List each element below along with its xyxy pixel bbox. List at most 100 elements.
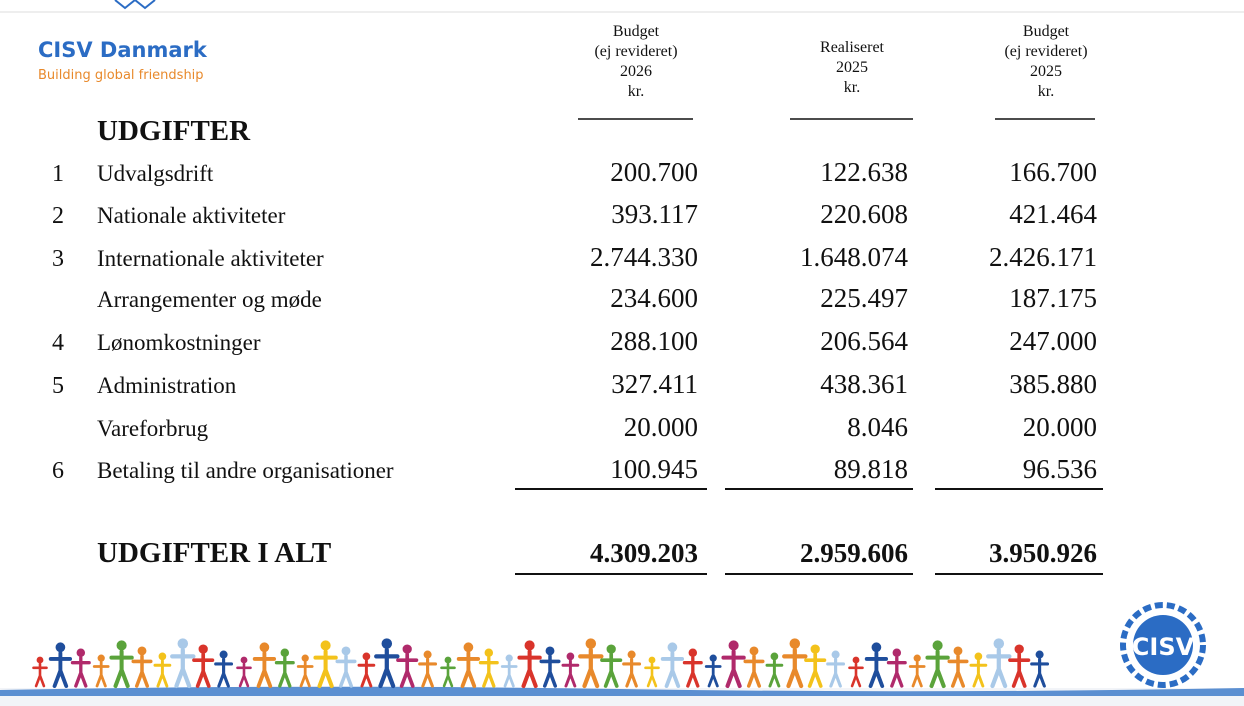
cell-value: 393.117: [611, 199, 698, 229]
row-label: Administration: [97, 373, 237, 398]
person-head: [853, 657, 859, 663]
person-body: [238, 664, 251, 686]
person-head: [77, 649, 84, 656]
person: [519, 641, 539, 686]
row-label: Vareforbrug: [97, 416, 209, 441]
person-head: [485, 649, 492, 656]
person-head: [382, 639, 392, 649]
person-head: [98, 655, 104, 661]
person-head: [178, 639, 188, 649]
person-head: [954, 647, 962, 655]
person-head: [424, 651, 431, 658]
person: [255, 643, 274, 686]
column-header: 2025: [836, 59, 868, 76]
person-head: [138, 647, 146, 655]
person-body: [155, 661, 170, 686]
person-body: [828, 659, 844, 686]
person-head: [403, 645, 411, 653]
person-head: [1036, 651, 1043, 658]
person-head: [994, 639, 1004, 649]
person-body: [988, 650, 1009, 686]
person: [420, 651, 436, 686]
person-head: [241, 657, 247, 663]
person: [684, 649, 701, 686]
cell-value: 20.000: [624, 412, 698, 442]
person-head: [586, 639, 596, 649]
cell-value: 288.100: [610, 326, 698, 356]
person-head: [933, 641, 942, 650]
person-head: [914, 655, 920, 661]
column-header: 2025: [1030, 63, 1062, 80]
row-number: 1: [52, 161, 64, 187]
person-head: [567, 653, 574, 660]
person-body: [1010, 655, 1028, 686]
person: [646, 657, 659, 686]
person: [828, 651, 844, 686]
person-head: [281, 649, 288, 656]
person: [988, 639, 1009, 686]
person: [315, 641, 335, 686]
person: [111, 641, 131, 686]
column-header: kr.: [844, 79, 860, 96]
person-head: [710, 655, 716, 661]
person-head: [445, 657, 451, 663]
total-label: UDGIFTER I ALT: [97, 537, 331, 569]
person: [276, 649, 293, 686]
person-body: [663, 653, 682, 686]
column-header: kr.: [628, 83, 644, 100]
person-body: [459, 653, 478, 686]
person-body: [563, 661, 578, 686]
person: [1032, 651, 1048, 686]
cell-value: 100.945: [610, 454, 698, 484]
tagline: Building global friendship: [38, 68, 204, 83]
person: [784, 639, 805, 686]
person: [376, 639, 397, 686]
row-number: 3: [52, 246, 64, 272]
person-head: [321, 641, 330, 650]
page: CISV Danmark Building global friendship …: [0, 0, 1244, 706]
column-header: 2026: [620, 63, 652, 80]
person-body: [784, 650, 805, 686]
person-body: [276, 658, 293, 686]
row-label: Betaling til andre organisationer: [97, 458, 394, 483]
section-title: UDGIFTER: [97, 115, 251, 147]
row-label: Internationale aktiviteter: [97, 246, 324, 271]
cell-value: 234.600: [610, 283, 698, 313]
person-head: [893, 649, 900, 656]
cell-value: 187.175: [1009, 283, 1097, 313]
person-head: [750, 647, 758, 655]
person-body: [111, 652, 131, 686]
person: [1010, 645, 1028, 686]
person: [172, 639, 193, 686]
person-body: [767, 661, 782, 686]
person-head: [668, 643, 677, 652]
person-body: [94, 662, 108, 686]
person: [216, 651, 232, 686]
person-head: [872, 643, 881, 652]
person-body: [359, 661, 374, 686]
slide: CISV Danmark Building global friendship …: [0, 0, 1244, 706]
person-body: [216, 659, 232, 686]
cell-value: 2.426.171: [989, 242, 1097, 272]
person: [72, 649, 89, 686]
person-body: [502, 662, 516, 686]
person-body: [337, 656, 355, 686]
person-head: [117, 641, 126, 650]
person-head: [342, 647, 350, 655]
person: [34, 657, 47, 686]
person-body: [684, 658, 701, 686]
cell-value: 8.046: [847, 412, 908, 442]
person: [194, 645, 212, 686]
person: [806, 645, 824, 686]
person: [480, 649, 497, 686]
person: [888, 649, 905, 686]
row-number: 5: [52, 373, 64, 399]
person-head: [525, 641, 534, 650]
cell-value: 247.000: [1009, 326, 1097, 356]
person-head: [771, 653, 778, 660]
person-head: [506, 655, 512, 661]
person-head: [790, 639, 800, 649]
person: [850, 657, 863, 686]
cell-value: 89.818: [834, 454, 908, 484]
person-body: [376, 650, 397, 686]
